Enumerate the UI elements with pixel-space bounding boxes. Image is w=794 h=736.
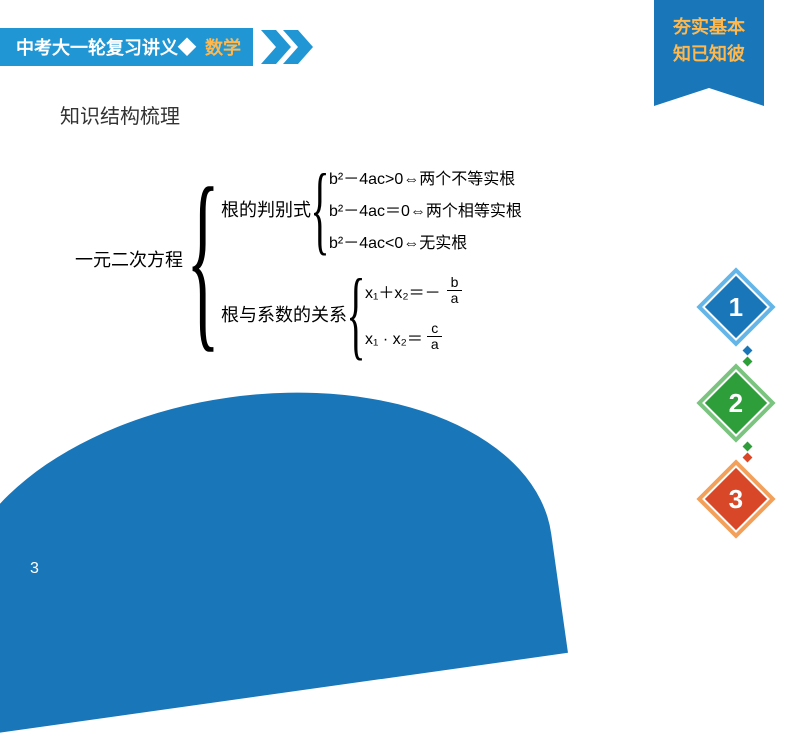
vieta-branch: 根与系数的关系 { x₁＋x₂＝ － b a x₁ · x₂＝ c	[221, 275, 522, 353]
vieta-items: x₁＋x₂＝ － b a x₁ · x₂＝ c a	[365, 275, 462, 353]
header: 中考大一轮复习讲义◆ 数学	[0, 28, 321, 66]
discriminant-item: b²－4ac>0⇔两个不等实根	[329, 165, 522, 189]
section-title: 知识结构梳理	[60, 100, 180, 129]
ribbon-line1: 夯实基本	[662, 14, 756, 41]
prod-left: x₁ · x₂＝	[365, 325, 423, 349]
vieta-label: 根与系数的关系	[221, 301, 347, 327]
denominator: a	[447, 291, 463, 306]
ribbon-line2: 知已知彼	[662, 41, 756, 68]
nav-diamond-3[interactable]: 3	[696, 459, 775, 538]
numerator: c	[427, 321, 442, 337]
denominator: a	[427, 337, 443, 352]
discriminant-label: 根的判别式	[221, 196, 311, 222]
brace-icon: {	[186, 189, 220, 329]
sum-left: x₁＋x₂＝	[365, 279, 425, 303]
nav-diamond-1[interactable]: 1	[696, 267, 775, 346]
discriminant-item: b²－4ac＝0⇔两个相等实根	[329, 197, 522, 221]
brace-icon: {	[310, 174, 329, 244]
header-subject: 数学	[205, 38, 241, 58]
discriminant-item: b²－4ac<0⇔无实根	[329, 229, 522, 253]
fraction: b a	[447, 275, 463, 307]
diamond-number: 2	[729, 388, 743, 419]
discriminant-branch: 根的判别式 { b²－4ac>0⇔两个不等实根 b²－4ac＝0⇔两个相等实根 …	[221, 165, 522, 253]
header-title: 中考大一轮复习讲义◆	[16, 38, 196, 58]
diamond-dots	[731, 347, 764, 365]
root-container: 一元二次方程 { 根的判别式 { b²－4ac>0⇔两个不等实根 b²－4ac＝…	[75, 165, 522, 353]
knowledge-tree: 一元二次方程 { 根的判别式 { b²－4ac>0⇔两个不等实根 b²－4ac＝…	[75, 165, 522, 353]
decorative-curve	[0, 356, 568, 736]
sub-items: 根的判别式 { b²－4ac>0⇔两个不等实根 b²－4ac＝0⇔两个相等实根 …	[221, 165, 522, 353]
root-label: 一元二次方程	[75, 246, 185, 272]
diamond-number: 1	[729, 292, 743, 323]
discriminant-items: b²－4ac>0⇔两个不等实根 b²－4ac＝0⇔两个相等实根 b²－4ac<0…	[329, 165, 522, 253]
ribbon-banner: 夯实基本 知已知彼	[654, 0, 764, 88]
nav-diamond-2[interactable]: 2	[696, 363, 775, 442]
brace-icon: {	[346, 279, 365, 349]
diamond-number: 3	[729, 484, 743, 515]
negative-sign: －	[425, 279, 441, 303]
diamond-dots	[731, 443, 764, 461]
ribbon-body: 夯实基本 知已知彼	[654, 0, 764, 88]
page-number: 3	[30, 560, 39, 578]
ribbon-tail	[654, 88, 764, 106]
vieta-sum: x₁＋x₂＝ － b a	[365, 275, 462, 307]
vieta-product: x₁ · x₂＝ c a	[365, 321, 462, 353]
numerator: b	[447, 275, 463, 291]
chevron-icon	[261, 30, 321, 64]
header-bar: 中考大一轮复习讲义◆ 数学	[0, 28, 253, 66]
nav-diamonds: 1 2 3	[708, 279, 764, 551]
fraction: c a	[427, 321, 443, 353]
